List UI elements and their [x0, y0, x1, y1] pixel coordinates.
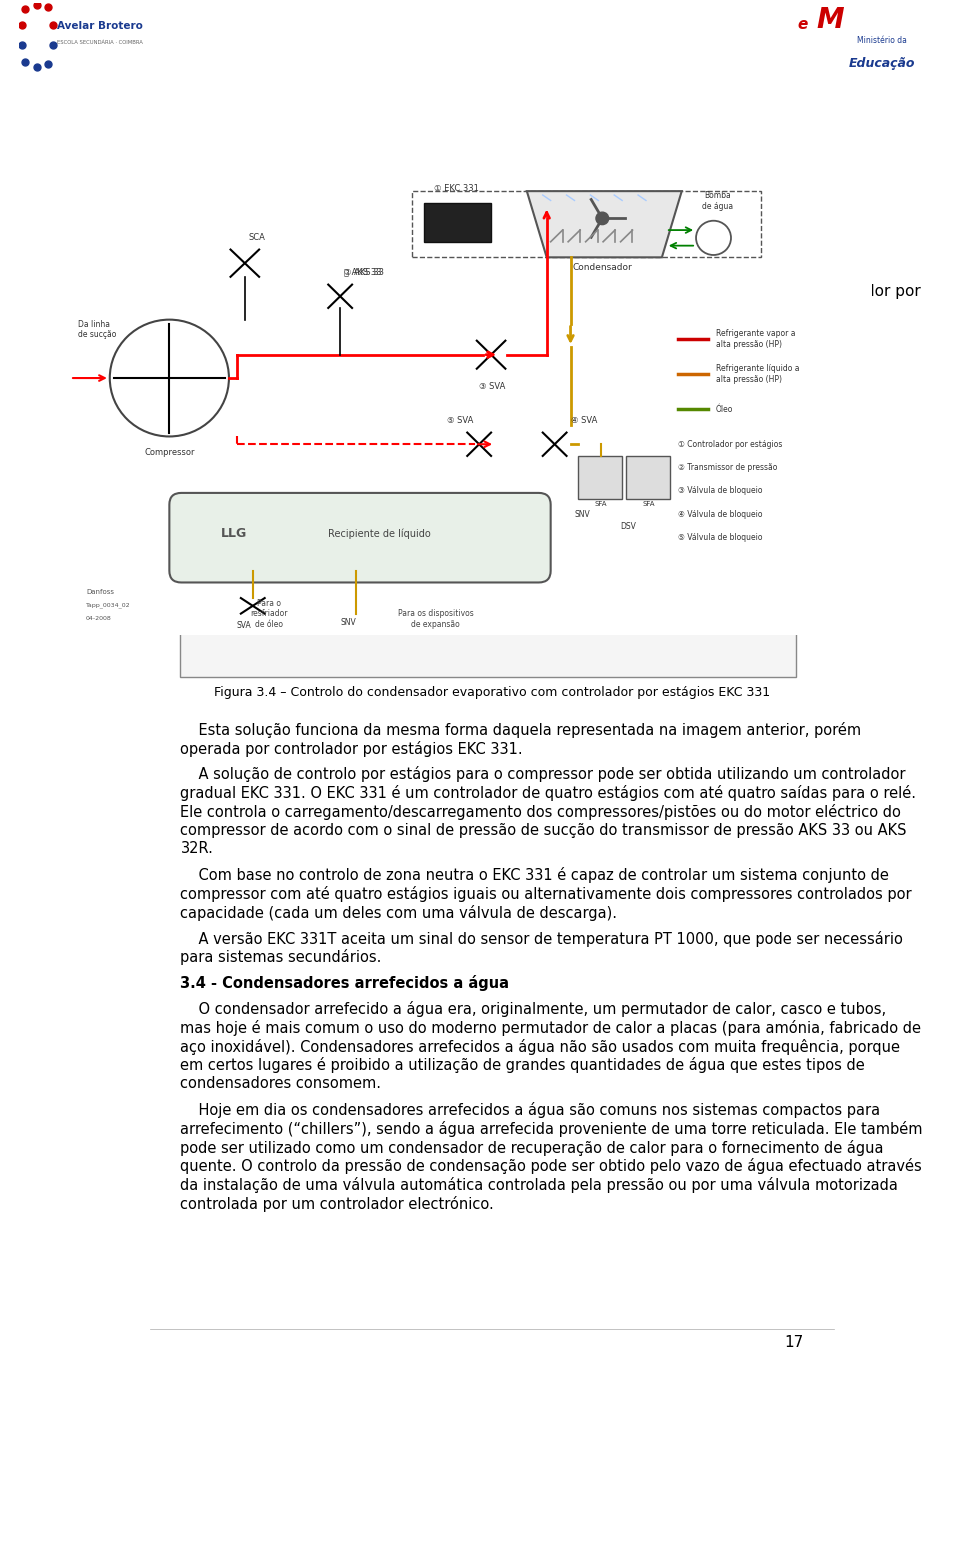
Text: O condensador arrefecido a água era, originalmente, um permutador de calor, casc: O condensador arrefecido a água era, ori…	[180, 1002, 887, 1018]
Text: arrefecimento (“chillers”), sendo a água arrefecida proveniente de uma torre ret: arrefecimento (“chillers”), sendo a água…	[180, 1121, 923, 1137]
Text: Refrigerante vapor a
alta pressão (HP): Refrigerante vapor a alta pressão (HP)	[716, 329, 796, 348]
Text: ␂ AKS 33: ␂ AKS 33	[344, 268, 382, 278]
Text: Para os dispositivos
de expansão: Para os dispositivos de expansão	[397, 610, 473, 629]
Text: em certos lugares é proibido a utilização de grandes quantidades de água que est: em certos lugares é proibido a utilizaçã…	[180, 1057, 865, 1074]
Text: gradual EKC 331. O EKC 331 é um controlador de quatro estágios com até quatro sa: gradual EKC 331. O EKC 331 é um controla…	[180, 786, 917, 801]
Text: ③ Válvula de bloqueio: ③ Válvula de bloqueio	[678, 486, 762, 495]
Text: M: M	[816, 6, 844, 33]
Text: Ele controla o carregamento/descarregamento dos compressores/pistões ou do motor: Ele controla o carregamento/descarregame…	[180, 804, 901, 820]
Text: ② Transmissor de pressão: ② Transmissor de pressão	[678, 463, 778, 472]
Text: Esta solução funciona da mesma forma daquela representada na imagem anterior, po: Esta solução funciona da mesma forma daq…	[180, 721, 861, 739]
Text: Condensador: Condensador	[572, 263, 633, 271]
Text: Educação: Educação	[850, 56, 916, 71]
Bar	[180, 317, 796, 677]
Text: Hoje em dia os condensadores arrefecidos a água são comuns nos sistemas compacto: Hoje em dia os condensadores arrefecidos…	[180, 1102, 880, 1118]
Text: Refrigerante líquido a
alta pressão (HP): Refrigerante líquido a alta pressão (HP)	[716, 364, 800, 384]
Text: ESCOLA SECUNDÁRIA DE AVELAR BROTERO: ESCOLA SECUNDÁRIA DE AVELAR BROTERO	[341, 241, 643, 254]
Text: Óleo: Óleo	[716, 405, 733, 414]
Text: ⑤ SVA: ⑤ SVA	[447, 416, 474, 425]
Text: A solução de controlo por estágios para o compressor pode ser obtida utilizando : A solução de controlo por estágios para …	[180, 767, 906, 782]
Text: ① EKC 331: ① EKC 331	[435, 185, 479, 193]
Text: capacidade (cada um deles com uma válvula de descarga).: capacidade (cada um deles com uma válvul…	[180, 905, 617, 920]
Text: SNV: SNV	[574, 511, 590, 519]
Text: DIRECÇÃO REGIONAL DE EDUCAÇÃO DO CENTRO: DIRECÇÃO REGIONAL DE EDUCAÇÃO DO CENTRO	[302, 226, 682, 241]
Text: Bomba
de água: Bomba de água	[702, 191, 733, 210]
Text: ⑤ Válvula de bloqueio: ⑤ Válvula de bloqueio	[678, 533, 762, 543]
Text: ② AKS 33: ② AKS 33	[344, 268, 384, 278]
Text: A versão EKC 331T aceita um sinal do sensor de temperatura PT 1000, que pode ser: A versão EKC 331T aceita um sinal do sen…	[180, 931, 903, 947]
Text: compressor de acordo com o sinal de pressão de sucção do transmissor de pressão : compressor de acordo com o sinal de pres…	[180, 823, 907, 837]
Text: compressor com até quatro estágios iguais ou alternativamente dois compressores : compressor com até quatro estágios iguai…	[180, 886, 912, 902]
Text: Avelar Brotero: Avelar Brotero	[58, 22, 143, 31]
FancyBboxPatch shape	[169, 492, 551, 582]
Text: ③ SVA: ③ SVA	[479, 383, 506, 390]
Text: Tapp_0034_02: Tapp_0034_02	[86, 602, 131, 608]
Text: LLG: LLG	[221, 527, 248, 541]
Text: SVA: SVA	[237, 621, 252, 630]
Text: Compressor: Compressor	[144, 448, 195, 458]
Text: SNV: SNV	[340, 618, 356, 627]
Text: condensadores consomem.: condensadores consomem.	[180, 1076, 381, 1091]
Text: Ministério da: Ministério da	[857, 36, 907, 45]
Text: SFA: SFA	[642, 502, 655, 506]
Text: Recipiente de líquido: Recipiente de líquido	[328, 528, 431, 539]
Text: operada por controlador por estágios EKC 331.: operada por controlador por estágios EKC…	[180, 740, 523, 756]
Text: SFA: SFA	[594, 502, 607, 506]
Text: controlada por um controlador electrónico.: controlada por um controlador electrónic…	[180, 1196, 494, 1212]
Text: Danfoss: Danfoss	[86, 588, 114, 594]
Text: ① Controlador por estágios: ① Controlador por estágios	[678, 439, 782, 448]
Text: para sistemas secundários.: para sistemas secundários.	[180, 949, 382, 966]
Circle shape	[109, 320, 228, 436]
Bar	[579, 456, 622, 499]
Text: aço inoxidável). Condensadores arrefecidos a água não são usados com muita frequ: aço inoxidável). Condensadores arrefecid…	[180, 1038, 900, 1055]
Text: ④ Válvula de bloqueio: ④ Válvula de bloqueio	[678, 510, 762, 519]
Bar	[412, 191, 761, 257]
Circle shape	[696, 221, 731, 256]
Text: DSV: DSV	[620, 522, 636, 532]
Text: ESCOLA SECUNDÁRIA · COIMBRA: ESCOLA SECUNDÁRIA · COIMBRA	[58, 39, 143, 44]
Text: Com base no controlo de zona neutra o EKC 331 é capaz de controlar um sistema co: Com base no controlo de zona neutra o EK…	[180, 867, 889, 883]
Text: MINISTÉRIO DA EDUCAÇÃO: MINISTÉRIO DA EDUCAÇÃO	[397, 210, 587, 224]
Bar	[626, 456, 670, 499]
Polygon shape	[527, 191, 682, 257]
Text: estágios EKC 331: estágios EKC 331	[180, 301, 313, 318]
Text: 17: 17	[784, 1336, 804, 1350]
Text: Figura 3.4 – Controlo do condensador evaporativo com controlador por estágios EK: Figura 3.4 – Controlo do condensador eva…	[214, 685, 770, 699]
Text: 3.4 - Condensadores arrefecidos a água: 3.4 - Condensadores arrefecidos a água	[180, 975, 510, 991]
Text: mas hoje é mais comum o uso do moderno permutador de calor a placas (para amónia: mas hoje é mais comum o uso do moderno p…	[180, 1021, 922, 1036]
Text: 04-2008: 04-2008	[86, 616, 111, 621]
Text: pode ser utilizado como um condensador de recuperação de calor para o fornecimen: pode ser utilizado como um condensador d…	[180, 1140, 884, 1156]
Text: quente. O controlo da pressão de condensação pode ser obtido pelo vazo de água e: quente. O controlo da pressão de condens…	[180, 1159, 923, 1174]
Text: ④ SVA: ④ SVA	[570, 416, 597, 425]
Text: Para o
resfriador
de óleo: Para o resfriador de óleo	[250, 599, 287, 629]
Text: da instalação de uma válvula automática controlada pela pressão ou por uma válvu: da instalação de uma válvula automática …	[180, 1178, 899, 1193]
Text: e: e	[798, 17, 807, 31]
Circle shape	[596, 212, 609, 224]
Text: 32R.: 32R.	[180, 842, 213, 856]
Bar	[423, 202, 492, 241]
Text: SCA: SCA	[249, 232, 266, 241]
Text: Da linha
de sucção: Da linha de sucção	[78, 320, 116, 339]
Text: Exemplo de Aplicação 3.2.2 - Controlo gradual do condensador evaporativo com con: Exemplo de Aplicação 3.2.2 - Controlo gr…	[180, 284, 922, 298]
